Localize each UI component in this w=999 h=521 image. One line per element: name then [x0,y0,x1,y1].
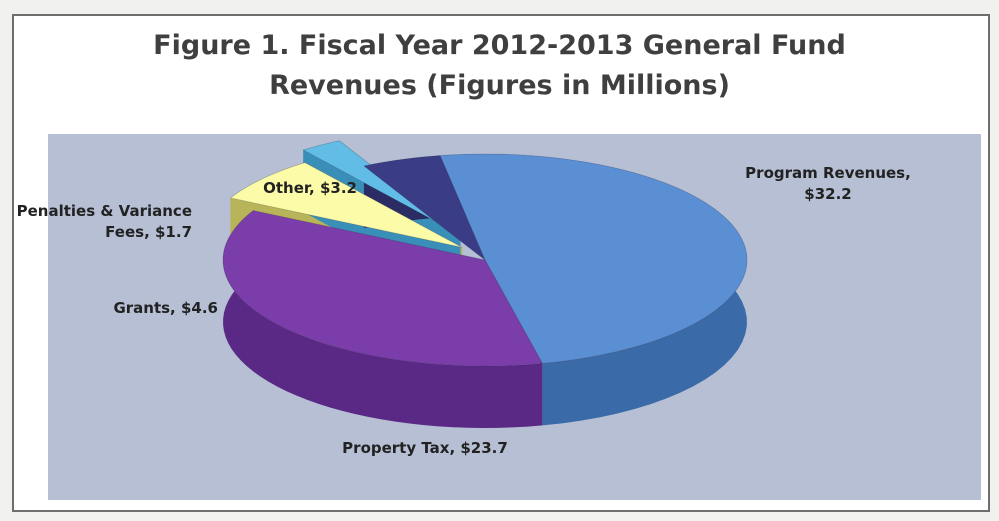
slice-label-3-line-0: Penalties & Variance [17,202,192,220]
slice-label-2-line-0: Grants, $4.6 [113,299,218,317]
pie-slice-side-1 [223,210,543,428]
pie-tops [222,140,748,367]
slice-label-1: Property Tax, $23.7 [342,439,508,457]
slice-label-3-line-1: Fees, $1.7 [105,223,192,241]
slice-label-0: Program Revenues, $32.2 [745,164,911,203]
slice-label-4: Other, $3.2 [263,179,357,197]
pie-slice-4 [363,155,486,261]
pie-slice-1 [222,210,544,367]
slice-label-3: Penalties & Variance Fees, $1.7 [17,202,192,241]
slice-label-4-line-0: Other, $3.2 [263,179,357,197]
chart-title: Figure 1. Fiscal Year 2012-2013 General … [0,26,999,106]
slice-label-1-line-0: Property Tax, $23.7 [342,439,508,457]
slice-label-0-line-0: Program Revenues, [745,164,911,182]
pie-slice-2 [229,162,463,248]
pie-slice-0 [439,153,748,364]
slice-label-2: Grants, $4.6 [113,299,218,317]
chart-title-line-2: Revenues (Figures in Millions) [269,70,730,101]
pie-slice-3 [302,140,461,236]
chart-title-line-1: Figure 1. Fiscal Year 2012-2013 General … [153,30,846,61]
pie-labels: Program Revenues, $32.2 Property Tax, $23.… [17,164,911,457]
slice-label-0-line-1: $32.2 [804,185,851,203]
